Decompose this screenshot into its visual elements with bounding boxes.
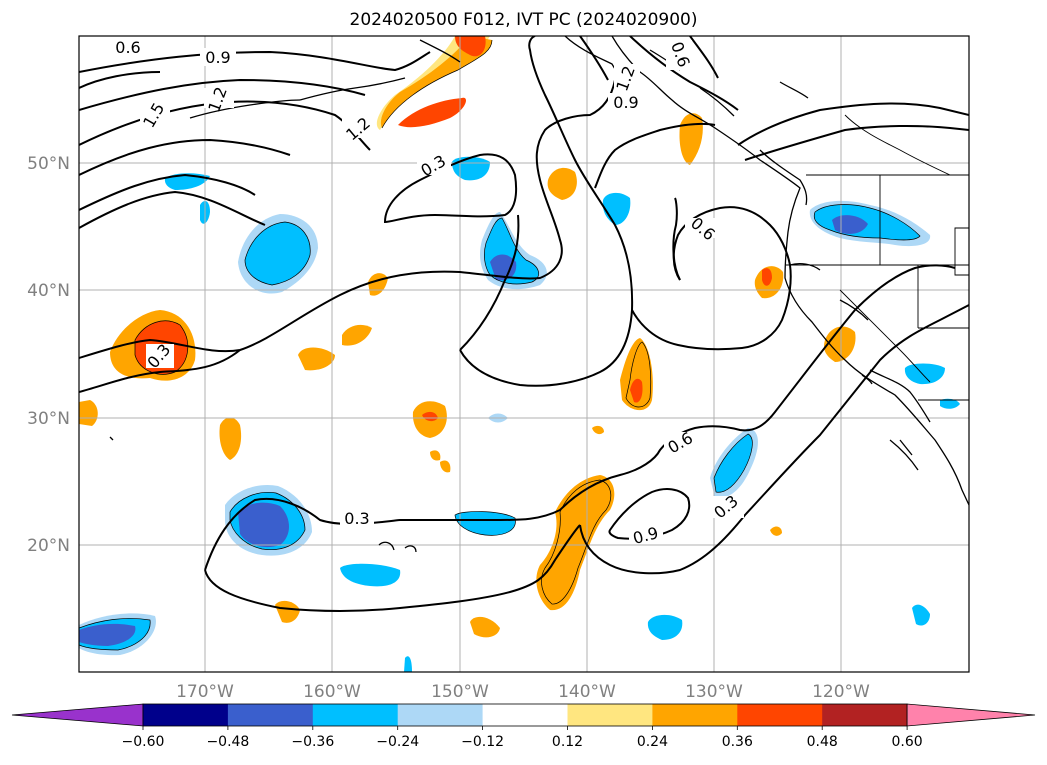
- contour-label: 0.6: [115, 38, 140, 57]
- colorbar-segment: [312, 704, 399, 726]
- colorbar-extend-high: [906, 703, 1036, 727]
- pos-anomaly-region: [547, 167, 577, 200]
- pos-anomaly-region: [79, 400, 98, 426]
- pos-anomaly-region: [430, 450, 441, 461]
- lat-label: 50°N: [27, 154, 70, 174]
- neg-anomaly-region: [912, 604, 930, 626]
- pos-anomaly-region: [630, 378, 643, 403]
- neg-anomaly-region: [455, 511, 516, 536]
- colorbar-segment: [737, 704, 823, 726]
- lon-label: 130°W: [685, 682, 743, 702]
- longitude-labels: 170°W 160°W 150°W 140°W 130°W 120°W: [176, 682, 870, 702]
- colorbar-frame: [142, 703, 908, 727]
- colorbar-tick-label: 0.12: [552, 734, 583, 750]
- map-area: 0.6 0.9 1.2 1.5 1.2 0.3 0.6 0.9 1.2 0.6 …: [79, 36, 969, 672]
- contour-label: 0.3: [344, 509, 369, 528]
- pos-anomaly-region: [470, 616, 500, 638]
- gridlines: [79, 36, 969, 672]
- latitude-labels: 50°N 40°N 30°N 20°N: [27, 154, 70, 556]
- shading-layer: [79, 36, 960, 672]
- pos-anomaly-region: [440, 460, 451, 473]
- pos-anomaly-region: [592, 425, 604, 435]
- neg-anomaly-region: [238, 502, 289, 548]
- pos-anomaly-region: [219, 417, 242, 460]
- colorbar-tick-label: −0.24: [376, 734, 419, 750]
- contour-label: 0.9: [205, 48, 230, 67]
- coastlines: [109, 36, 969, 553]
- neg-anomaly-region: [404, 656, 412, 672]
- colorbar-extend-low: [11, 703, 144, 727]
- colorbar-segment: [652, 704, 738, 726]
- colorbar-segment: [397, 704, 484, 726]
- lat-label: 20°N: [27, 536, 70, 556]
- pos-anomaly-region: [275, 600, 300, 623]
- lon-label: 150°W: [431, 682, 489, 702]
- colorbar-tick-label: −0.36: [291, 734, 334, 750]
- neg-anomaly-region: [940, 398, 960, 409]
- pos-anomaly-region: [679, 113, 703, 165]
- colorbar: −0.60 −0.48 −0.36 −0.24 −0.12 0.12 0.24 0.36 0.4…: [11, 703, 1036, 750]
- neg-anomaly-region: [714, 434, 753, 493]
- borders: [786, 114, 969, 401]
- colorbar-tick-label: −0.48: [206, 734, 249, 750]
- neg-anomaly-region: [490, 254, 517, 281]
- colorbar-segment: [227, 704, 314, 726]
- colorbar-tick-label: −0.12: [461, 734, 504, 750]
- neg-anomaly-region: [647, 614, 683, 640]
- lon-label: 170°W: [176, 682, 234, 702]
- contour-labels: 0.6 0.9 1.2 1.5 1.2 0.3 0.6 0.9 1.2 0.6 …: [110, 38, 744, 548]
- pos-anomaly-region: [298, 347, 335, 371]
- colorbar-segment: [143, 704, 229, 726]
- pos-anomaly-region: [342, 324, 372, 346]
- colorbar-tick-label: 0.24: [637, 734, 668, 750]
- lon-label: 140°W: [558, 682, 616, 702]
- lon-label: 160°W: [303, 682, 361, 702]
- colorbar-segment: [822, 704, 908, 726]
- pos-anomaly-region: [762, 268, 772, 286]
- lat-label: 40°N: [27, 281, 70, 301]
- colorbar-segment: [482, 704, 568, 726]
- neg-anomaly-region: [79, 623, 136, 646]
- pos-anomaly-region: [770, 526, 782, 536]
- neg-anomaly-region: [904, 363, 945, 385]
- anomaly-outlines: [79, 39, 921, 651]
- map-title: 2024020500 F012, IVT PC (2024020900): [349, 10, 698, 30]
- pos-anomaly-region: [824, 326, 856, 362]
- lon-label: 120°W: [812, 682, 870, 702]
- colorbar-tick-label: −0.60: [122, 734, 165, 750]
- colorbar-tick-label: 0.48: [807, 734, 838, 750]
- colorbar-tick-label: 0.60: [892, 734, 923, 750]
- neg-anomaly-region: [340, 563, 401, 587]
- colorbar-tick-label: 0.36: [722, 734, 753, 750]
- pos-anomaly-region: [620, 338, 653, 411]
- neg-anomaly-region: [245, 222, 311, 285]
- pos-anomaly-region: [536, 475, 615, 611]
- pos-anomaly-region: [455, 36, 486, 57]
- lat-label: 30°N: [27, 409, 70, 429]
- pos-anomaly-region: [398, 97, 466, 128]
- pos-anomaly-region: [422, 411, 438, 422]
- map-frame: [78, 35, 970, 673]
- colorbar-segment: [567, 704, 653, 726]
- contour-label: 0.9: [613, 93, 638, 112]
- pos-anomaly-region: [380, 36, 492, 128]
